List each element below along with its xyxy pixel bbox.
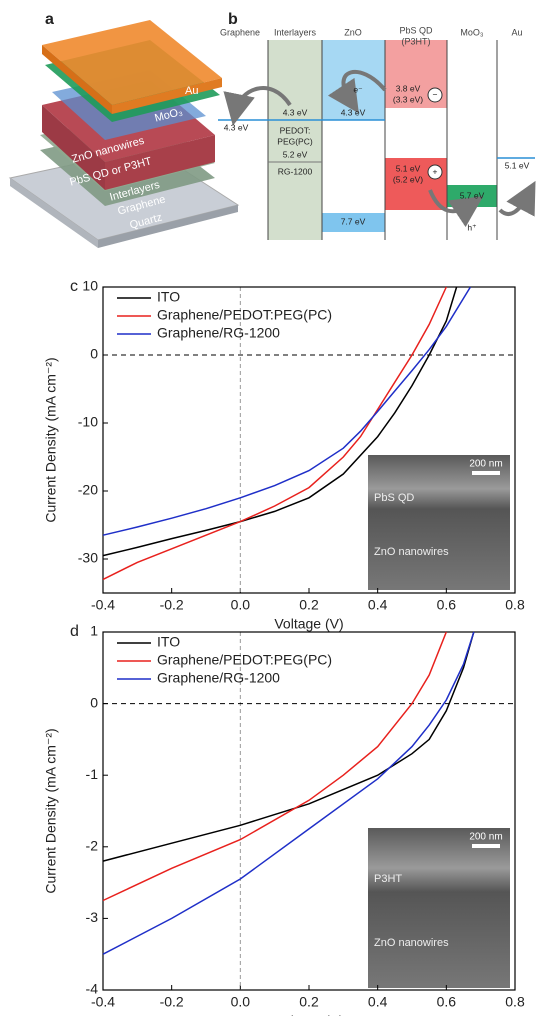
legend-label: Graphene/RG-1200 <box>157 670 280 686</box>
y-axis-label: Current Density (mA cm⁻²) <box>43 357 59 522</box>
inset-image <box>368 828 510 988</box>
x-tick-label: 0.6 <box>437 994 457 1010</box>
energy-label: 4.3 eV <box>224 122 249 132</box>
series-line <box>102 286 458 557</box>
x-tick-label: -0.4 <box>91 597 115 613</box>
layer-label: Au <box>185 85 198 97</box>
legend-label: Graphene/RG-1200 <box>157 325 280 341</box>
x-tick-label: 0.8 <box>505 597 525 613</box>
legend-label: ITO <box>157 289 180 305</box>
y-tick-label: 0 <box>90 694 98 710</box>
x-axis-label: Voltage (V) <box>274 616 343 632</box>
x-tick-label: 0.2 <box>299 994 319 1010</box>
energy-label: 4.3 eV <box>341 107 366 117</box>
x-tick-label: -0.4 <box>91 994 115 1010</box>
energy-label: 7.7 eV <box>341 216 366 226</box>
energy-label: 5.7 eV <box>460 190 485 200</box>
energy-label: 3.8 eV <box>396 83 421 93</box>
legend-label: Graphene/PEDOT:PEG(PC) <box>157 307 332 323</box>
y-tick-label: 0 <box>90 346 98 362</box>
column-header: Au <box>511 27 522 37</box>
energy-label: − <box>433 89 438 99</box>
scale-bar <box>472 471 500 475</box>
panel-label: a <box>45 11 54 28</box>
plot-frame <box>102 286 516 594</box>
x-tick-label: 0.4 <box>368 994 388 1010</box>
column-header: Graphene <box>220 27 260 37</box>
energy-label: (3.3 eV) <box>393 94 423 104</box>
energy-label: PEDOT: <box>280 125 311 135</box>
energy-label: 5.1 eV <box>505 160 530 170</box>
y-tick-label: -2 <box>86 838 99 854</box>
y-tick-label: 1 <box>90 623 98 639</box>
y-tick-label: -30 <box>78 550 98 566</box>
x-tick-label: -0.2 <box>160 597 184 613</box>
energy-label: 5.1 eV <box>396 163 421 173</box>
inset-label: P3HT <box>374 873 402 885</box>
inset-label: PbS QD <box>374 492 414 504</box>
x-tick-label: 0.0 <box>231 994 251 1010</box>
column-header: ZnO <box>344 27 362 37</box>
energy-label: h⁺ <box>467 222 476 232</box>
inset-image <box>368 455 510 590</box>
panel-label: b <box>228 11 238 28</box>
series-line <box>102 631 475 862</box>
column-header: Interlayers <box>274 27 317 37</box>
series-line <box>102 631 447 902</box>
series-line <box>102 286 472 536</box>
column-header: (P3HT) <box>402 36 431 46</box>
energy-label: (5.2 eV) <box>393 174 423 184</box>
series-line <box>102 631 475 955</box>
y-tick-label: -1 <box>86 766 99 782</box>
column-header: MoO₃ <box>460 27 484 37</box>
legend-label: Graphene/PEDOT:PEG(PC) <box>157 652 332 668</box>
energy-label: 5.2 eV <box>283 149 308 159</box>
x-axis-label: Voltage (V) <box>274 1013 343 1016</box>
band-diagram: b Graphene Interlayers ZnO PbS QD (P3HT)… <box>218 11 536 240</box>
legend-label: ITO <box>157 634 180 650</box>
charts: 200 nm PbS QD ZnO nanowires -0.4 -0.2 0.0 0.2 0… <box>43 278 525 1016</box>
energy-label: RG-1200 <box>278 166 313 176</box>
x-tick-label: 0.4 <box>368 597 388 613</box>
y-axis-label: Current Density (mA cm⁻²) <box>43 728 59 893</box>
x-tick-label: 0.6 <box>437 597 457 613</box>
plot-frame <box>102 631 516 991</box>
y-tick-label: -3 <box>86 909 99 925</box>
energy-label: + <box>433 166 438 176</box>
scale-bar <box>472 844 500 848</box>
x-tick-label: 0.8 <box>505 994 525 1010</box>
series-line <box>102 286 447 581</box>
panel-label: d <box>70 623 79 640</box>
panel-label: c <box>70 278 78 295</box>
energy-label: 4.3 eV <box>283 107 308 117</box>
energy-label: PEG(PC) <box>277 136 313 146</box>
x-tick-label: -0.2 <box>160 994 184 1010</box>
y-tick-label: -20 <box>78 482 98 498</box>
energy-label: e⁻ <box>353 84 362 94</box>
scale-bar-label: 200 nm <box>469 459 502 470</box>
device-schematic: a Au MoO₃ ZnO nanowires PbS QD or P3HT I… <box>8 11 240 248</box>
inset-label: ZnO nanowires <box>374 937 449 949</box>
scale-bar-label: 200 nm <box>469 832 502 843</box>
y-tick-label: -4 <box>86 981 99 997</box>
x-tick-label: 0.0 <box>231 597 251 613</box>
x-tick-label: 0.2 <box>299 597 319 613</box>
inset-label: ZnO nanowires <box>374 546 449 558</box>
y-tick-label: 10 <box>82 278 98 294</box>
y-tick-label: -10 <box>78 414 98 430</box>
column-header: PbS QD <box>399 25 433 35</box>
